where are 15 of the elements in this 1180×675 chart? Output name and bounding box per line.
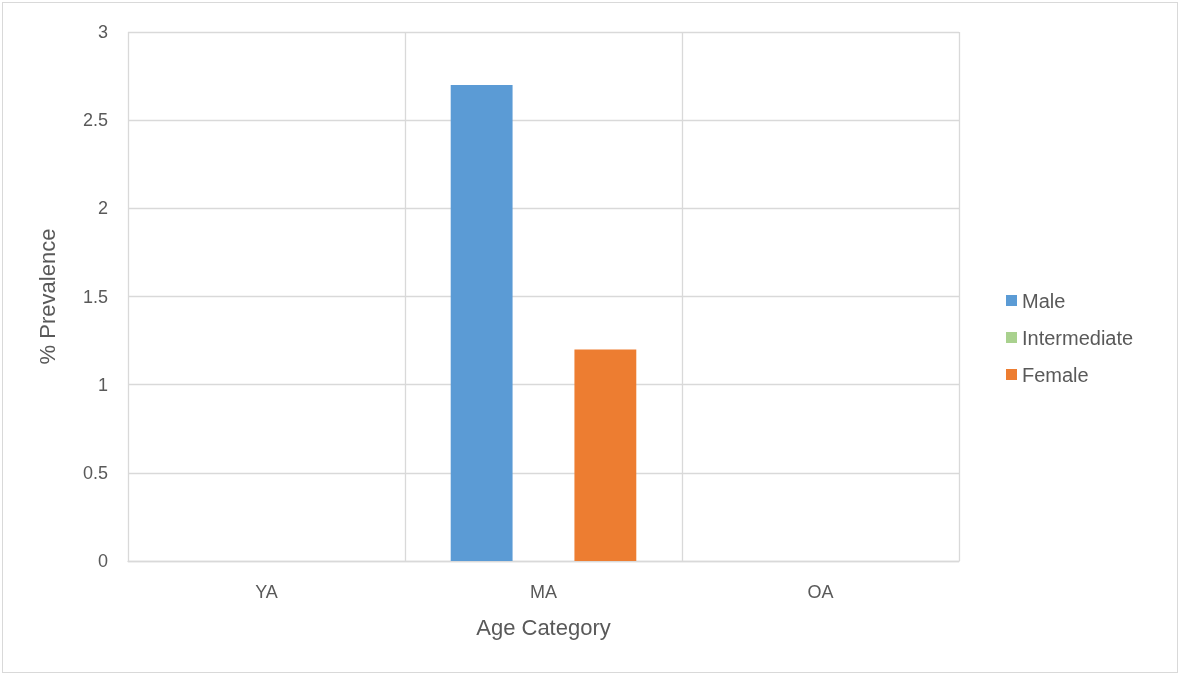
- legend-label: Male: [1022, 289, 1066, 312]
- y-tick-label: 2.5: [82, 110, 108, 131]
- y-tick-label: 0.5: [82, 462, 108, 483]
- x-tick-label: MA: [530, 582, 557, 602]
- x-tick-label: OA: [807, 582, 834, 602]
- legend-label: Intermediate: [1022, 326, 1134, 349]
- y-tick-label: 2: [97, 198, 108, 219]
- legend-label: Female: [1022, 363, 1089, 386]
- y-tick-label: 1.5: [82, 286, 108, 307]
- y-tick-label: 0: [97, 551, 108, 571]
- x-axis-title: Age Category: [476, 614, 611, 640]
- y-tick-label: 3: [97, 22, 108, 42]
- y-tick-label: 1: [97, 374, 108, 395]
- y-axis-title: % Prevalence: [34, 228, 60, 365]
- x-tick-label: YA: [255, 582, 278, 602]
